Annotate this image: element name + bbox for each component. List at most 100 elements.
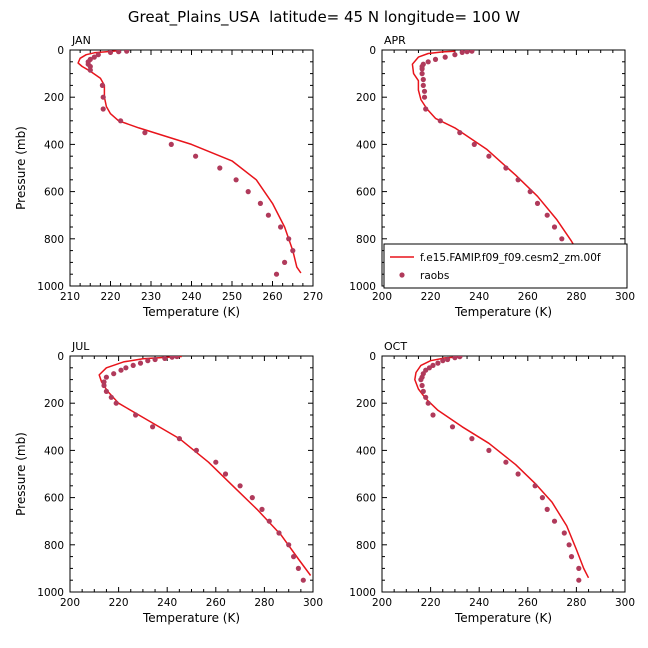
panel-label: JUL: [71, 340, 90, 353]
model-profile-line: [77, 50, 302, 274]
y-axis-label: Pressure (mb): [14, 432, 28, 516]
y-tick-label: 1000: [37, 281, 64, 293]
raobs-point: [425, 59, 431, 65]
raobs-point: [257, 200, 263, 206]
y-tick-label: 0: [57, 45, 64, 57]
raobs-point: [576, 565, 582, 572]
raobs-point: [452, 52, 458, 58]
raobs-point: [457, 356, 463, 360]
raobs-point: [421, 94, 428, 100]
x-tick-label: 240: [181, 291, 201, 303]
y-tick-label: 600: [356, 187, 376, 199]
raobs-point: [174, 356, 180, 360]
raobs-point: [419, 382, 425, 389]
raobs-point: [273, 271, 280, 277]
x-axis-label: Temperature (K): [454, 611, 552, 625]
data-layer: [411, 50, 590, 277]
raobs-point: [527, 189, 533, 195]
y-tick-label: 0: [369, 45, 376, 57]
raobs-point: [113, 400, 119, 406]
raobs-point: [103, 388, 109, 394]
x-tick-label: 210: [60, 291, 80, 303]
raobs-point: [95, 52, 101, 58]
raobs-point: [419, 66, 425, 72]
raobs-point: [457, 130, 463, 136]
x-tick-label: 240: [469, 597, 489, 609]
raobs-point: [449, 424, 456, 430]
raobs-point: [452, 356, 458, 361]
raobs-point: [568, 554, 575, 560]
y-tick-label: 1000: [349, 587, 376, 599]
raobs-point: [464, 50, 470, 55]
data-layer: [414, 356, 590, 583]
raobs-point: [440, 358, 446, 364]
x-tick-label: 200: [60, 597, 80, 609]
y-tick-label: 800: [44, 234, 64, 246]
raobs-point: [130, 362, 136, 368]
raobs-point: [503, 459, 509, 465]
y-tick-label: 200: [356, 398, 376, 410]
raobs-point: [233, 177, 239, 183]
raobs-point: [430, 412, 436, 418]
y-tick-label: 200: [44, 92, 64, 104]
data-layer: [98, 356, 312, 583]
x-tick-label: 220: [421, 291, 441, 303]
y-tick-label: 600: [356, 493, 376, 505]
legend-marker-swatch: [399, 272, 405, 278]
x-tick-label: 220: [109, 597, 129, 609]
model-profile-line: [98, 356, 312, 576]
raobs-point: [419, 71, 425, 77]
raobs-point: [259, 506, 265, 512]
raobs-point: [265, 212, 271, 218]
x-axis-label: Temperature (K): [142, 305, 240, 319]
raobs-point: [300, 577, 306, 583]
raobs-point: [162, 356, 168, 361]
raobs-point: [286, 542, 292, 548]
raobs-point: [291, 554, 297, 560]
raobs-point: [551, 224, 558, 230]
raobs-point: [142, 130, 148, 136]
raobs-point: [420, 76, 426, 83]
x-tick-label: 300: [615, 291, 635, 303]
raobs-point: [245, 189, 251, 195]
y-tick-label: 400: [356, 139, 376, 151]
panel-jul: 200 220 240 260 280 300 0 200 400 600 800 1000 JUL Te…: [14, 340, 323, 625]
y-tick-label: 800: [44, 540, 64, 552]
raobs-point: [576, 577, 582, 583]
raobs-point: [91, 54, 97, 60]
raobs-point: [282, 259, 288, 265]
raobs-point: [87, 67, 93, 73]
raobs-point: [99, 82, 105, 88]
raobs-point: [101, 382, 107, 389]
x-tick-label: 300: [303, 597, 323, 609]
x-tick-label: 260: [262, 291, 282, 303]
raobs-point: [169, 356, 175, 360]
y-tick-label: 800: [356, 540, 376, 552]
raobs-point: [100, 106, 106, 112]
x-tick-label: 200: [372, 291, 392, 303]
raobs-point: [118, 367, 124, 373]
legend-box: [383, 243, 628, 289]
raobs-point: [87, 63, 93, 70]
raobs-point: [425, 400, 431, 406]
raobs-point: [217, 165, 223, 171]
raobs-point: [532, 483, 538, 489]
raobs-point: [459, 50, 465, 55]
raobs-point: [222, 471, 229, 477]
raobs-point: [152, 356, 158, 363]
x-tick-label: 280: [566, 597, 586, 609]
raobs-point: [193, 447, 199, 453]
x-tick-label: 280: [566, 291, 586, 303]
raobs-point: [426, 365, 432, 371]
raobs-point: [515, 471, 521, 477]
raobs-point: [168, 141, 174, 147]
panel-label: OCT: [384, 340, 407, 353]
raobs-point: [551, 518, 558, 524]
y-tick-label: 600: [44, 493, 64, 505]
data-layer: [77, 50, 302, 277]
raobs-point: [445, 356, 451, 363]
raobs-point: [559, 236, 565, 242]
raobs-point: [420, 388, 426, 394]
panel-jan: 210 220 230 240 250 260 270 0 200 400 600 800 1000 JA…: [14, 34, 323, 319]
raobs-point: [276, 530, 282, 536]
